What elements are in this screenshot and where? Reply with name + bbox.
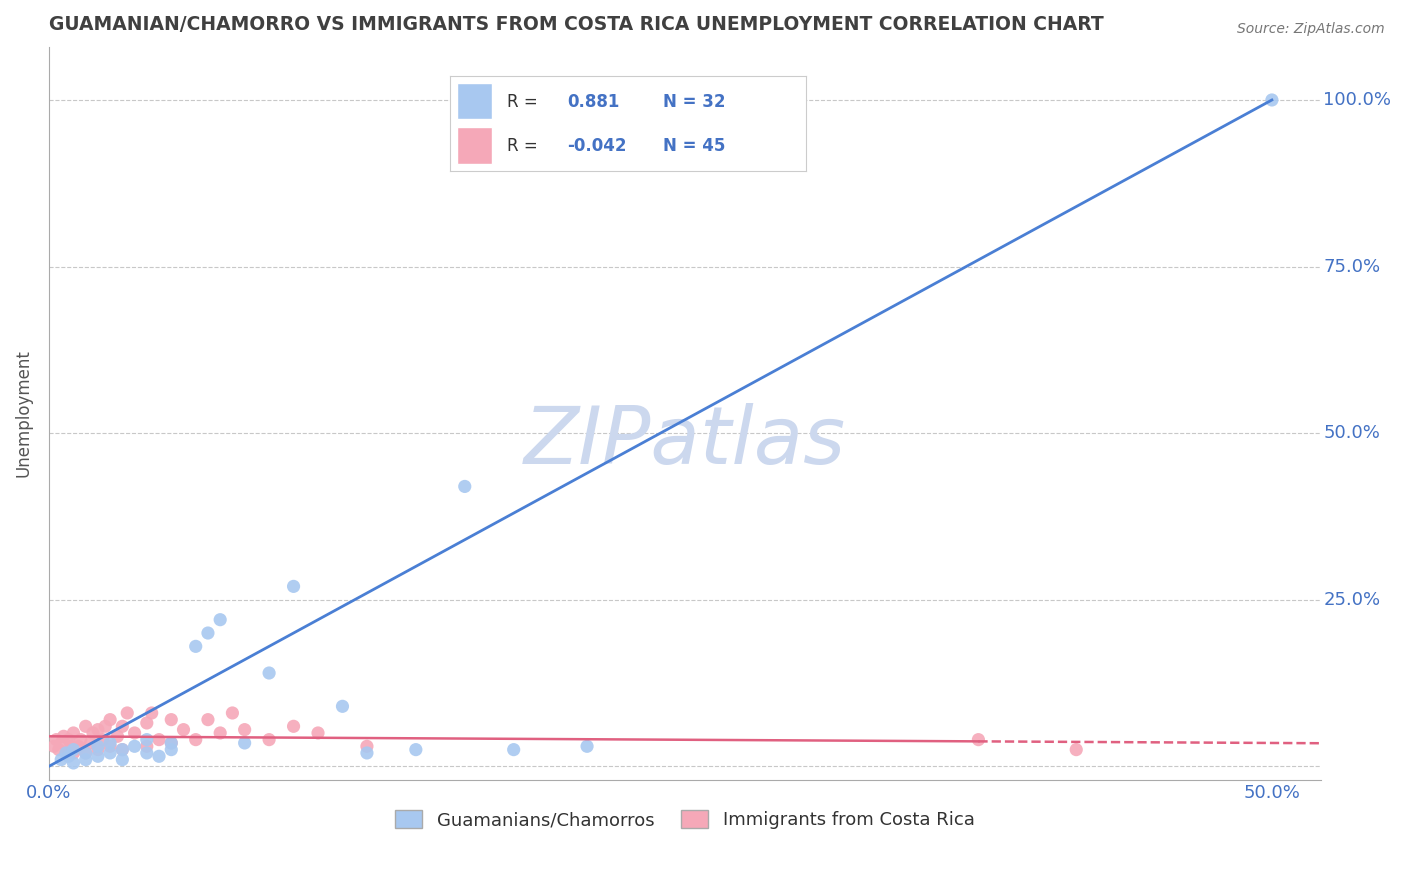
Point bbox=[55, 746, 77, 760]
Text: 75.0%: 75.0% bbox=[1323, 258, 1381, 276]
Point bbox=[283, 719, 305, 733]
Point bbox=[173, 723, 195, 737]
Point bbox=[283, 579, 305, 593]
Point bbox=[111, 742, 134, 756]
Point bbox=[356, 739, 378, 754]
Point bbox=[160, 713, 183, 727]
Point bbox=[58, 749, 80, 764]
Text: 25.0%: 25.0% bbox=[1323, 591, 1381, 608]
Point bbox=[115, 706, 138, 720]
Point bbox=[75, 746, 97, 760]
Point bbox=[75, 719, 97, 733]
Point bbox=[967, 732, 990, 747]
Point bbox=[135, 716, 157, 731]
Point bbox=[79, 736, 101, 750]
Point bbox=[62, 756, 84, 770]
Point bbox=[209, 613, 232, 627]
Point bbox=[62, 726, 84, 740]
Text: GUAMANIAN/CHAMORRO VS IMMIGRANTS FROM COSTA RICA UNEMPLOYMENT CORRELATION CHART: GUAMANIAN/CHAMORRO VS IMMIGRANTS FROM CO… bbox=[49, 15, 1104, 34]
Point bbox=[75, 753, 97, 767]
Point bbox=[184, 732, 207, 747]
Point bbox=[48, 742, 70, 756]
Point bbox=[69, 732, 91, 747]
Point bbox=[59, 739, 82, 754]
Point bbox=[98, 713, 121, 727]
Point bbox=[197, 713, 219, 727]
Y-axis label: Unemployment: Unemployment bbox=[15, 349, 32, 477]
Point bbox=[160, 736, 183, 750]
Point bbox=[135, 739, 157, 754]
Point bbox=[141, 706, 163, 720]
Legend: Guamanians/Chamorros, Immigrants from Costa Rica: Guamanians/Chamorros, Immigrants from Co… bbox=[388, 803, 981, 837]
Point bbox=[75, 746, 97, 760]
Point bbox=[52, 729, 75, 743]
Point bbox=[42, 739, 65, 754]
Point bbox=[124, 726, 146, 740]
Point bbox=[1064, 742, 1087, 756]
Point bbox=[135, 732, 157, 747]
Point bbox=[87, 742, 110, 756]
Point bbox=[111, 753, 134, 767]
Point bbox=[62, 746, 84, 760]
Point bbox=[82, 726, 104, 740]
Point bbox=[87, 739, 110, 754]
Point bbox=[405, 742, 427, 756]
Point bbox=[51, 736, 73, 750]
Point bbox=[98, 739, 121, 754]
Point bbox=[307, 726, 329, 740]
Point bbox=[332, 699, 354, 714]
Point bbox=[67, 739, 90, 754]
Point bbox=[502, 742, 524, 756]
Point bbox=[135, 746, 157, 760]
Point bbox=[51, 753, 73, 767]
Point bbox=[111, 742, 134, 756]
Point bbox=[209, 726, 232, 740]
Point bbox=[1261, 93, 1284, 107]
Point bbox=[233, 723, 256, 737]
Point bbox=[356, 746, 378, 760]
Point bbox=[576, 739, 599, 754]
Point bbox=[160, 742, 183, 756]
Point bbox=[257, 665, 280, 680]
Point bbox=[87, 723, 110, 737]
Point bbox=[107, 729, 129, 743]
Text: 100.0%: 100.0% bbox=[1323, 91, 1392, 109]
Point bbox=[98, 746, 121, 760]
Point bbox=[160, 736, 183, 750]
Point bbox=[94, 719, 117, 733]
Point bbox=[98, 736, 121, 750]
Point bbox=[91, 732, 114, 747]
Point bbox=[87, 749, 110, 764]
Point bbox=[197, 626, 219, 640]
Point bbox=[55, 746, 77, 760]
Point bbox=[257, 732, 280, 747]
Point bbox=[221, 706, 243, 720]
Point bbox=[184, 640, 207, 654]
Point bbox=[45, 732, 67, 747]
Point bbox=[233, 736, 256, 750]
Text: Source: ZipAtlas.com: Source: ZipAtlas.com bbox=[1237, 22, 1385, 37]
Point bbox=[58, 732, 80, 747]
Point bbox=[148, 732, 170, 747]
Point bbox=[454, 479, 477, 493]
Point bbox=[148, 749, 170, 764]
Point bbox=[124, 739, 146, 754]
Text: ZIPatlas: ZIPatlas bbox=[524, 403, 846, 482]
Point bbox=[62, 742, 84, 756]
Text: 50.0%: 50.0% bbox=[1323, 424, 1381, 442]
Point bbox=[111, 719, 134, 733]
